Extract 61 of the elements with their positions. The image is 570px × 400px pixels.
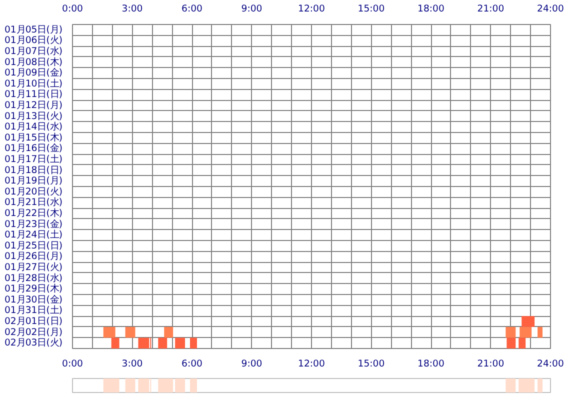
x2-tick-label: 9:00 [241,358,262,370]
y-tick-label: 01月24日(土) [4,230,63,241]
bar [125,378,136,392]
x2-tick-label: 12:00 [298,358,326,370]
y-tick-label: 01月29日(木) [4,284,63,295]
bar [506,338,516,348]
x2-tick-label: 18:00 [418,358,445,370]
bar [522,316,535,327]
x-tick-label: 0:00 [62,4,84,14]
bar [158,378,174,392]
y-tick-label: 01月07日(水) [4,46,63,57]
x2-tick-label: 6:00 [182,358,203,370]
x-tick-label: 9:00 [241,4,262,14]
y-tick-label: 01月10日(土) [4,78,63,90]
bar [538,378,543,392]
bar [190,378,197,392]
x2-tick-label: 0:00 [62,358,84,370]
y-tick-label: 01月08日(木) [4,56,63,68]
y-tick-label: 01月16日(金) [4,143,63,154]
x-tick-label: 18:00 [418,4,445,14]
x-tick-label: 3:00 [122,4,143,14]
y-tick-label: 01月11日(日) [4,89,63,100]
y-tick-label: 02月02日(月) [4,326,63,338]
bar [175,378,186,392]
y-tick-label: 01月25日(日) [4,240,63,252]
x-tick-label: 12:00 [298,4,326,14]
y-tick-label: 01月12日(月) [4,100,63,111]
bar [103,378,120,392]
y-tick-label: 01月27日(火) [4,262,63,273]
y-tick-label: 02月03日(火) [4,338,63,349]
bar [111,338,120,348]
x2-tick-label: 21:00 [477,358,504,370]
x-tick-label: 6:00 [182,4,203,14]
y-tick-label: 01月09日(金) [4,68,63,79]
x-tick-label: 15:00 [358,4,385,14]
x-tick-label: 24:00 [537,4,564,14]
y-tick-label: 01月14日(水) [4,122,63,133]
x2-tick-label: 15:00 [358,358,385,370]
y-tick-label: 01月13日(火) [4,110,63,122]
y-tick-label: 01月20日(火) [4,186,63,198]
bar [518,378,535,392]
y-tick-label: 01月06日(火) [4,35,63,46]
bar [506,378,516,392]
bar [138,378,150,392]
y-tick-label: 01月30日(金) [4,294,63,306]
bar [518,338,526,348]
y-tick-label: 01月18日(日) [4,164,63,176]
y-tick-label: 01月31日(土) [4,305,63,316]
y-tick-label: 01月05日(月) [4,24,63,36]
y-tick-label: 01月26日(月) [4,251,63,262]
x2-tick-label: 3:00 [122,358,143,370]
y-tick-label: 01月22日(木) [4,208,63,219]
y-tick-label: 01月15日(木) [4,132,63,144]
y-tick-label: 01月28日(水) [4,272,63,284]
y-tick-label: 01月17日(土) [4,154,63,165]
y-tick-label: 02月01日(日) [4,316,63,327]
y-tick-label: 01月19日(月) [4,176,63,187]
x2-tick-label: 24:00 [537,358,564,370]
y-tick-label: 01月21日(水) [4,197,63,208]
y-tick-label: 01月23日(金) [4,218,63,230]
x-tick-label: 21:00 [477,4,504,14]
